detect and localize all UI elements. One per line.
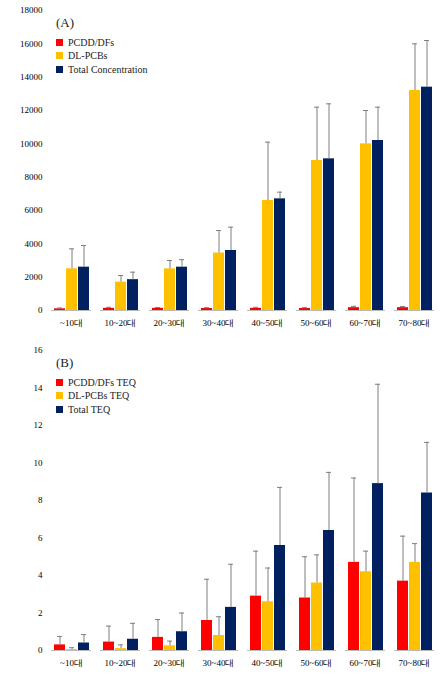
svg-text:30~40대: 30~40대 (203, 658, 235, 668)
svg-text:14000: 14000 (20, 72, 43, 82)
html-text:(A): (A) (56, 15, 74, 30)
svg-text:50~60대: 50~60대 (301, 318, 333, 328)
svg-text:60~70대: 60~70대 (350, 318, 382, 328)
html-text:Total Concentration: Total Concentration (68, 63, 148, 75)
svg-text:70~80대: 70~80대 (399, 658, 431, 668)
svg-text:16000: 16000 (20, 39, 43, 49)
svg-text:70~80대: 70~80대 (399, 318, 431, 328)
html-text:DL-PCBs TEQ: DL-PCBs TEQ (68, 390, 130, 401)
svg-text:2000: 2000 (25, 272, 44, 282)
svg-text:8: 8 (38, 495, 43, 505)
svg-text:20~30대: 20~30대 (154, 318, 186, 328)
svg-text:8000: 8000 (25, 172, 44, 182)
svg-text:6: 6 (38, 533, 43, 543)
svg-text:10~20대: 10~20대 (105, 658, 137, 668)
svg-text:4000: 4000 (25, 239, 44, 249)
svg-text:10000: 10000 (20, 139, 43, 149)
svg-text:~10대: ~10대 (60, 658, 83, 668)
svg-text:30~40대: 30~40대 (203, 318, 235, 328)
svg-text:60~70대: 60~70대 (350, 658, 382, 668)
html-text:PCDD/DFs TEQ: PCDD/DFs TEQ (68, 376, 136, 388)
svg-text:40~50대: 40~50대 (252, 658, 284, 668)
svg-text:0: 0 (38, 645, 43, 655)
svg-text:2: 2 (38, 608, 43, 618)
svg-text:14: 14 (34, 383, 44, 393)
html-text:DL-PCBs: DL-PCBs (68, 50, 108, 61)
svg-text:12000: 12000 (20, 105, 43, 115)
svg-text:16: 16 (34, 345, 44, 355)
svg-text:0: 0 (38, 305, 43, 315)
svg-text:4: 4 (38, 570, 43, 580)
svg-text:18000: 18000 (20, 5, 43, 15)
html-text:(B): (B) (56, 355, 74, 370)
svg-text:10~20대: 10~20대 (105, 318, 137, 328)
html-text:PCDD/DFs: PCDD/DFs (68, 36, 115, 48)
svg-text:~10대: ~10대 (60, 318, 83, 328)
svg-text:50~60대: 50~60대 (301, 658, 333, 668)
svg-text:12: 12 (34, 420, 43, 430)
html-text:Total TEQ: Total TEQ (68, 403, 111, 415)
svg-text:40~50대: 40~50대 (252, 318, 284, 328)
svg-text:6000: 6000 (25, 205, 44, 215)
svg-text:10: 10 (34, 458, 44, 468)
svg-text:20~30대: 20~30대 (154, 658, 186, 668)
